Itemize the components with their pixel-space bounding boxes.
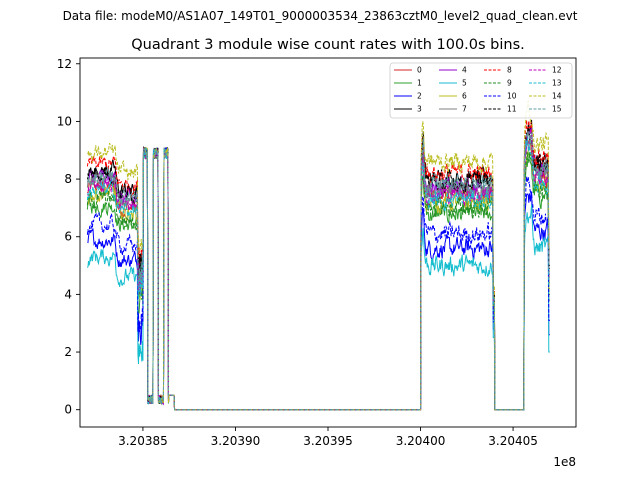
legend-label-4: 4 xyxy=(462,66,467,75)
legend-label-2: 2 xyxy=(417,92,422,101)
legend-label-7: 7 xyxy=(462,105,467,114)
x-axis: 3.20385 3.20390 3.20395 3.20400 3.20405 xyxy=(118,427,538,448)
y-axis: 0 2 4 6 8 10 12 xyxy=(57,57,80,417)
x-tick-label-4: 3.20405 xyxy=(488,434,538,448)
x-tick-label-3: 3.20400 xyxy=(396,434,446,448)
legend-frame xyxy=(389,62,573,119)
figure-suptitle: Data file: modeM0/AS1A07_149T01_90000035… xyxy=(63,9,578,23)
legend-label-9: 9 xyxy=(507,79,512,88)
y-tick-label-2: 4 xyxy=(64,287,72,301)
y-tick-label-6: 12 xyxy=(57,57,72,71)
x-tick-label-1: 3.20390 xyxy=(211,434,261,448)
y-tick-label-1: 2 xyxy=(64,345,72,359)
y-tick-label-0: 0 xyxy=(64,403,72,417)
y-tick-label-3: 6 xyxy=(64,230,72,244)
legend-label-6: 6 xyxy=(462,92,467,101)
legend-label-10: 10 xyxy=(507,92,517,101)
legend-label-12: 12 xyxy=(552,66,562,75)
series-line-15 xyxy=(86,131,550,411)
x-tick-label-0: 3.20385 xyxy=(118,434,168,448)
legend-label-8: 8 xyxy=(507,66,512,75)
x-tick-label-2: 3.20395 xyxy=(303,434,353,448)
legend-label-14: 14 xyxy=(552,92,562,101)
legend-label-0: 0 xyxy=(417,66,422,75)
legend-label-1: 1 xyxy=(417,79,422,88)
y-tick-label-4: 8 xyxy=(64,172,72,186)
y-tick-label-5: 10 xyxy=(57,114,72,128)
legend-label-3: 3 xyxy=(417,105,422,114)
legend-label-11: 11 xyxy=(507,105,517,114)
series-layer xyxy=(86,99,550,411)
chart-title: Quadrant 3 module wise count rates with … xyxy=(131,37,525,53)
series-line-10 xyxy=(86,147,550,411)
legend-label-13: 13 xyxy=(552,79,562,88)
x-offset-label: 1e8 xyxy=(553,455,576,469)
legend-label-5: 5 xyxy=(462,79,467,88)
legend-label-15: 15 xyxy=(552,105,562,114)
